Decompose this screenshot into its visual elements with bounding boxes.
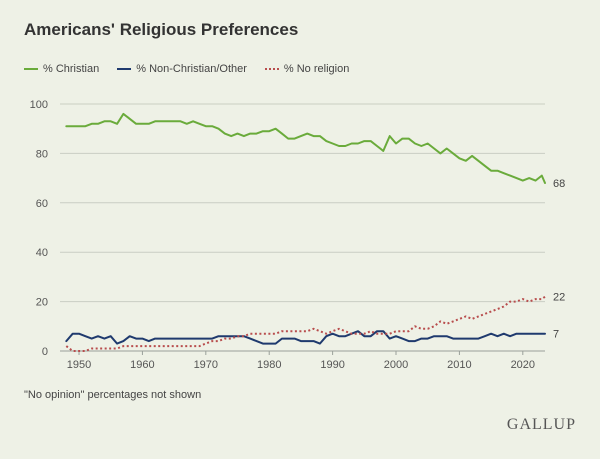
x-tick-label-2020: 2020 xyxy=(511,359,535,371)
legend: % Christian % Non-Christian/Other % No r… xyxy=(24,63,349,75)
x-tick-label-1990: 1990 xyxy=(320,359,344,371)
series-line-non-christian xyxy=(65,330,546,345)
x-tick-label-2010: 2010 xyxy=(447,359,471,371)
x-tick-label-1980: 1980 xyxy=(257,359,281,371)
y-tick-label-0: 0 xyxy=(42,346,48,358)
legend-swatch-non-christian xyxy=(117,68,132,70)
footnote: "No opinion" percentages not shown xyxy=(24,389,202,401)
legend-label-non-christian: % Non-Christian/Other xyxy=(136,63,247,75)
x-tick-label-1960: 1960 xyxy=(130,359,154,371)
end-label-christian: 68 xyxy=(553,178,565,190)
gallup-logo: GALLUP xyxy=(506,416,576,433)
x-tick-label-1950: 1950 xyxy=(67,359,91,371)
y-tick-label-20: 20 xyxy=(36,297,48,309)
series-line-no-religion xyxy=(65,295,546,352)
end-label-non-christian: 7 xyxy=(553,329,559,341)
series-line-christian xyxy=(65,112,546,184)
y-tick-label-60: 60 xyxy=(36,198,48,210)
legend-item-christian[interactable]: % Christian xyxy=(24,63,99,75)
legend-swatch-christian xyxy=(24,68,38,70)
legend-item-no-religion[interactable]: % No religion xyxy=(264,63,350,75)
chart-title: Americans' Religious Preferences xyxy=(24,20,299,39)
legend-label-christian: % Christian xyxy=(43,63,100,75)
legend-item-non-christian[interactable]: % Non-Christian/Other xyxy=(117,63,247,75)
y-tick-label-80: 80 xyxy=(36,148,48,160)
legend-label-no-religion: % No religion xyxy=(283,63,350,75)
y-tick-label-40: 40 xyxy=(36,247,48,259)
x-tick-label-2000: 2000 xyxy=(384,359,408,371)
end-label-no-religion: 22 xyxy=(553,292,565,304)
x-tick-label-1970: 1970 xyxy=(194,359,218,371)
y-tick-label-100: 100 xyxy=(30,99,48,111)
legend-swatch-no-religion xyxy=(264,68,279,70)
